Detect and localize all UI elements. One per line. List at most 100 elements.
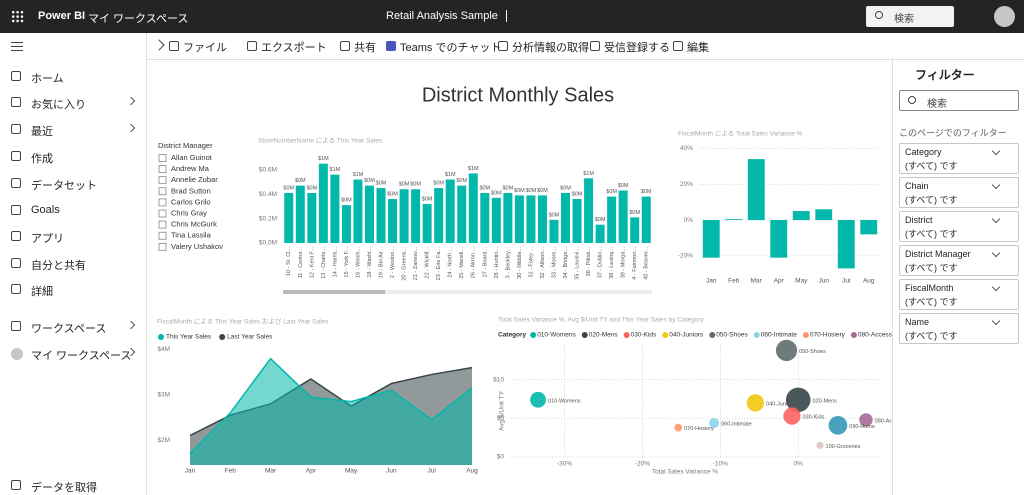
toolbar-button[interactable]: Teams でのチャット [386,36,501,57]
filter-chevron[interactable] [991,316,1001,326]
y-tick-label: $0.2M [259,215,277,222]
bubble [785,387,811,413]
nav-toggle[interactable] [11,42,23,51]
expand-button[interactable] [153,39,165,51]
filter-field: District [905,215,933,225]
nav-icon [11,178,21,188]
bubble [530,391,546,408]
x-tick-label: Mar [265,468,277,475]
nav-icon [11,124,21,134]
bubble-label: 030-Kids [803,415,825,421]
toolbar-button[interactable]: 受信登録する [590,36,670,57]
bar [725,219,743,221]
nav-item[interactable]: アプリ [0,225,146,247]
toolbar-button[interactable]: 共有 [340,36,376,57]
top-bar: Power BI マイ ワークスペース Retail Analysis Samp… [0,0,1024,33]
data-label: $0M [560,185,571,191]
x-tick-label: 21 - Zanesv... [413,247,419,281]
bubble [816,441,824,449]
search-box[interactable]: 検索 [866,6,954,27]
bubble-label: 010-Womens [548,398,581,404]
scrollbar-thumb[interactable] [283,290,385,294]
slicer-checkbox[interactable] [158,231,167,240]
legend-label: 050-Shoes [716,332,748,339]
filter-chevron[interactable] [991,214,1001,224]
nav-item[interactable]: 自分と共有 [0,252,146,274]
nav-item[interactable]: 詳細 [0,278,146,300]
legend-label: 060-Intimate [761,332,798,339]
slicer-checkbox[interactable] [158,154,167,162]
bubble-label: 080-Accessories [875,418,892,424]
slicer-checkbox[interactable] [158,165,167,173]
nav-item[interactable]: 作成 [0,145,146,167]
x-tick-label: -30% [557,461,572,468]
toolbar-icon [386,41,396,51]
x-tick-label: Jun [819,278,830,285]
app-launcher[interactable] [11,10,24,23]
bubble [783,407,801,425]
report-name[interactable]: Retail Analysis Sample [386,10,507,22]
y-tick-label: $5 [497,415,505,422]
workspace-name[interactable]: マイ ワークスペース [88,13,189,25]
nav-item[interactable]: マイ ワークスペース [0,342,146,364]
filter-card[interactable]: Category (すべて) です [899,143,1019,174]
toolbar-button[interactable]: 編集 [673,36,709,57]
filter-card[interactable]: Name (すべて) です [899,313,1019,344]
x-tick-label: 37 - Dublin... [598,247,604,279]
bar [815,209,833,221]
toolbar-button[interactable]: エクスポート [247,36,327,57]
y-tick-label: $3M [157,392,170,399]
nav-icon [11,71,21,81]
slicer-checkbox[interactable] [158,187,167,196]
data-label: $0M [503,185,514,191]
slicer-checkbox[interactable] [158,198,167,207]
bar [468,173,478,243]
bar [503,192,513,243]
filter-chevron[interactable] [991,282,1001,292]
x-tick-label: 30 - Middle... [517,247,523,279]
data-label: $0M [572,192,583,198]
x-tick-label: 31 - Foley ... [528,247,534,278]
legend-swatch [709,332,716,338]
filter-chevron[interactable] [991,146,1001,156]
toolbar-button[interactable]: ファイル [169,36,227,57]
filter-search[interactable]: 検索 [899,90,1019,111]
filter-card[interactable]: District Manager (すべて) です [899,245,1019,276]
nav-item[interactable]: 最近 [0,118,146,140]
toolbar-icon [247,41,257,51]
app-name[interactable]: Power BI [38,10,86,22]
data-label: $0M [491,190,502,196]
slicer-checkbox[interactable] [158,209,167,218]
report-page: District Monthly Sales District Manager A… [157,84,916,475]
toolbar-button[interactable]: 分析情報の取得 [498,36,589,57]
chart-title: StoreNumberName による This Year Sales [258,137,383,145]
nav-item[interactable]: ホーム [0,65,146,87]
nav-footer[interactable]: データを取得 [0,474,146,495]
toolbar: ファイル エクスポート 共有 Teams でのチャット 分析情報の取得 受信登録する 編集 [147,33,1024,60]
x-tick-label: 39 - Morga... [621,247,627,279]
bar [549,219,559,243]
bar [491,197,501,243]
filter-card[interactable]: Chain (すべて) です [899,177,1019,208]
bar [584,178,594,243]
nav-item[interactable]: データセット [0,172,146,194]
nav-item[interactable]: お気に入り [0,91,146,113]
x-tick-label: Jun [386,468,397,475]
bar [618,190,628,243]
filter-card[interactable]: District (すべて) です [899,211,1019,242]
nav-item[interactable]: ワークスペース [0,315,146,337]
slicer-checkbox[interactable] [158,176,167,185]
slicer-checkbox[interactable] [158,242,167,251]
toolbar-label: ファイル [183,42,227,54]
x-tick-label: 22 - Wicklif... [425,247,431,279]
bar [341,205,351,243]
bar [388,199,398,243]
filter-chevron[interactable] [991,248,1001,258]
slicer-checkbox[interactable] [158,220,167,229]
nav-item[interactable]: Goals [0,199,146,221]
nav-chevron [126,320,136,330]
filter-chevron[interactable] [991,180,1001,190]
filter-card[interactable]: FiscalMonth (すべて) です [899,279,1019,310]
x-tick-label: Apr [774,278,785,285]
avatar[interactable] [994,6,1015,27]
